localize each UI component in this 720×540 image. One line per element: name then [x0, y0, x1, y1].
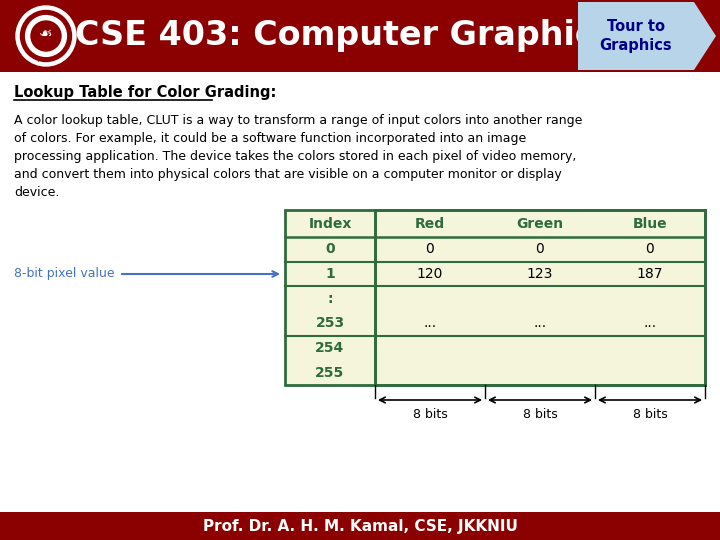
Text: :: : — [328, 292, 333, 306]
Text: 8 bits: 8 bits — [523, 408, 557, 422]
Text: Red: Red — [415, 217, 445, 231]
Circle shape — [31, 21, 61, 51]
Text: A color lookup table, CLUT is a way to transform a range of input colors into an: A color lookup table, CLUT is a way to t… — [14, 114, 582, 127]
Polygon shape — [578, 2, 716, 70]
Circle shape — [16, 6, 76, 66]
Text: 120: 120 — [417, 267, 444, 281]
Text: Green: Green — [516, 217, 564, 231]
Text: 253: 253 — [315, 316, 345, 330]
Text: 123: 123 — [527, 267, 553, 281]
Text: device.: device. — [14, 186, 59, 199]
Text: Tour to
Graphics: Tour to Graphics — [600, 18, 672, 53]
Text: and convert them into physical colors that are visible on a computer monitor or : and convert them into physical colors th… — [14, 168, 562, 181]
Bar — [0, 512, 720, 540]
Text: 1: 1 — [325, 267, 335, 281]
Text: 8 bits: 8 bits — [633, 408, 667, 422]
Text: 0: 0 — [426, 242, 434, 256]
Text: ...: ... — [423, 316, 436, 330]
Circle shape — [20, 10, 71, 62]
Text: processing application. The device takes the colors stored in each pixel of vide: processing application. The device takes… — [14, 150, 577, 163]
Text: 8-bit pixel value: 8-bit pixel value — [14, 267, 114, 280]
Bar — [285, 210, 705, 385]
Text: 8 bits: 8 bits — [413, 408, 447, 422]
Text: Index: Index — [308, 217, 351, 231]
Bar — [285, 210, 705, 385]
Circle shape — [26, 16, 66, 56]
Text: Lookup Table for Color Grading:: Lookup Table for Color Grading: — [14, 84, 276, 99]
Text: 187: 187 — [636, 267, 663, 281]
Text: ☙: ☙ — [39, 25, 53, 40]
Text: ...: ... — [534, 316, 546, 330]
Text: 254: 254 — [315, 341, 345, 355]
Bar — [375, 210, 705, 385]
Text: Prof. Dr. A. H. M. Kamal, CSE, JKKNIU: Prof. Dr. A. H. M. Kamal, CSE, JKKNIU — [202, 518, 518, 534]
Text: CSE 403: Computer Graphics: CSE 403: Computer Graphics — [76, 19, 615, 52]
Text: 0: 0 — [646, 242, 654, 256]
Circle shape — [16, 6, 76, 66]
Text: of colors. For example, it could be a software function incorporated into an ima: of colors. For example, it could be a so… — [14, 132, 526, 145]
Bar — [0, 0, 720, 72]
Text: Blue: Blue — [633, 217, 667, 231]
Text: JKKNIU: JKKNIU — [37, 57, 55, 63]
Text: 0: 0 — [325, 242, 335, 256]
Text: 0: 0 — [536, 242, 544, 256]
Text: ...: ... — [644, 316, 657, 330]
Text: 255: 255 — [315, 366, 345, 380]
